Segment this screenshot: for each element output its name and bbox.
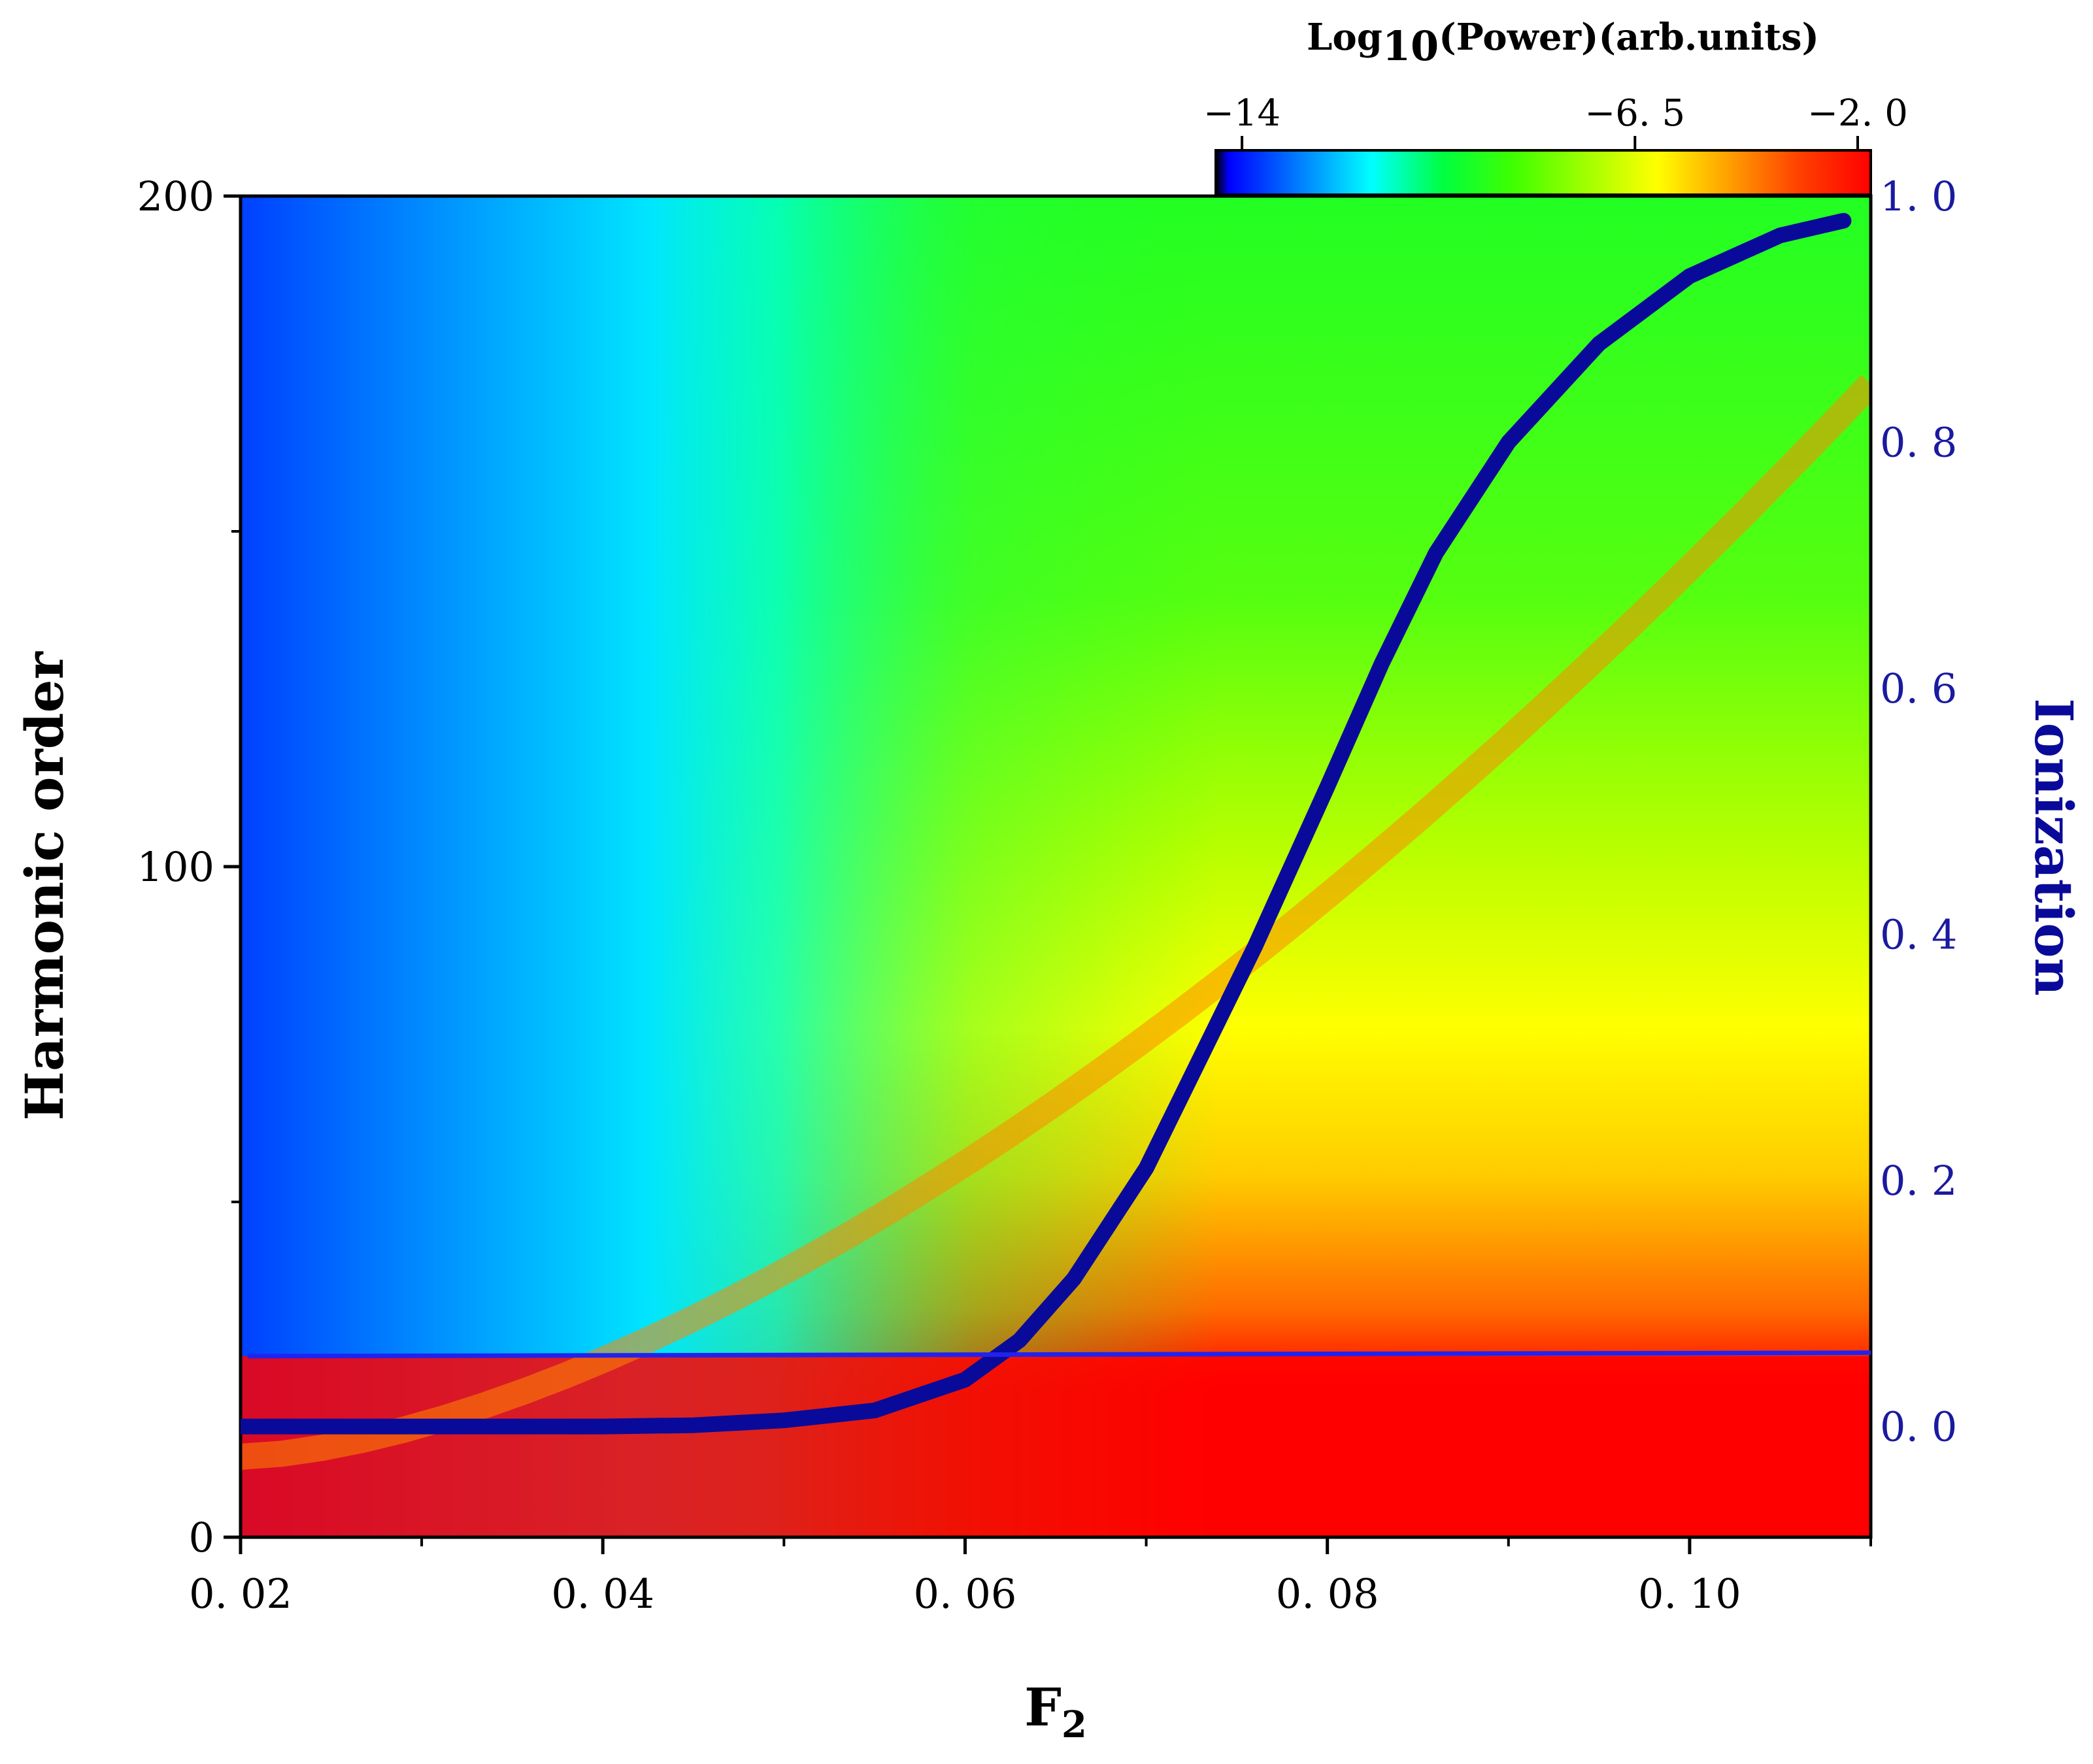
x-tick-label: 0. 02 bbox=[189, 1570, 292, 1618]
y-tick-label: 100 bbox=[137, 843, 214, 891]
colorbar-tick-label: −6. 5 bbox=[1584, 92, 1685, 135]
ionization-curve bbox=[241, 212, 1852, 1435]
x-tick-label: 0. 10 bbox=[1638, 1570, 1741, 1618]
heatmap-image bbox=[241, 196, 1871, 1537]
heatmap-cutoff-ridge bbox=[241, 374, 1871, 1470]
y2-tick-label: 0. 8 bbox=[1880, 419, 1957, 467]
heatmap-left-low bbox=[241, 196, 1871, 1537]
series-layer bbox=[241, 212, 1871, 1435]
colorbar-ticks: −14 −6. 5 −2. 0 bbox=[1203, 92, 1908, 150]
reference-line bbox=[247, 1350, 1871, 1359]
y2-tick-label: 0. 4 bbox=[1880, 911, 1957, 959]
colorbar-tick-label: −14 bbox=[1203, 92, 1281, 135]
x-tick-label: 0. 04 bbox=[551, 1570, 654, 1618]
x-tick-label: 0. 06 bbox=[914, 1570, 1017, 1618]
y-axis: 0 100 200 bbox=[137, 173, 241, 1561]
heatmap-red-band bbox=[241, 1356, 1871, 1537]
x-axis-title: F2 bbox=[1024, 1676, 1087, 1746]
colorbar-title: Log10(Power)(arb.units) bbox=[1307, 16, 1819, 70]
y-axis-title: Harmonic order bbox=[14, 652, 75, 1121]
colorbar-gradient bbox=[1214, 149, 1872, 196]
y2-tick-label: 0. 6 bbox=[1880, 665, 1957, 712]
y2-tick-label: 0. 0 bbox=[1880, 1403, 1957, 1451]
y2-axis: 0. 0 0. 2 0. 4 0. 6 0. 8 1. 0 bbox=[1880, 173, 1957, 1451]
x-axis: 0. 02 0. 04 0. 06 0. 08 0. 10 bbox=[189, 1537, 1872, 1618]
y2-tick-label: 1. 0 bbox=[1880, 173, 1957, 220]
y-tick-label: 0 bbox=[189, 1514, 214, 1561]
y-tick-label: 200 bbox=[137, 173, 214, 220]
y2-axis-title: Ionization bbox=[2023, 698, 2085, 995]
colorbar: −14 −6. 5 −2. 0 Log10(Power)(arb.units) bbox=[1203, 16, 1908, 196]
x-tick-label: 0. 08 bbox=[1276, 1570, 1379, 1618]
y2-tick-label: 0. 2 bbox=[1880, 1157, 1957, 1205]
colorbar-tick-label: −2. 0 bbox=[1807, 92, 1908, 135]
